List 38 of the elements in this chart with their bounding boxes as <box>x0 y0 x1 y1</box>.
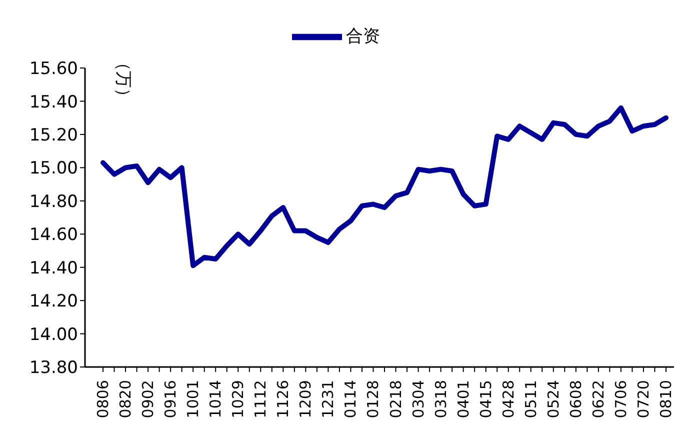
y-tick-label: 13.80 <box>29 358 78 378</box>
x-tick-label: 0720 <box>634 380 652 418</box>
y-tick-label: 15.40 <box>29 92 78 112</box>
legend-label: 合资 <box>346 26 380 47</box>
x-tick-label: 0806 <box>94 380 112 418</box>
x-tick-label: 1112 <box>252 380 270 418</box>
x-tick-label: 1029 <box>229 380 248 418</box>
x-tick-label: 1209 <box>296 380 315 418</box>
y-tick-label: 15.20 <box>29 125 78 146</box>
y-tick-label: 15.60 <box>29 59 78 80</box>
x-tick-label: 1014 <box>206 380 225 418</box>
x-tick-label: 0524 <box>544 380 562 418</box>
x-tick-label: 1001 <box>184 380 202 418</box>
x-tick-label: 0304 <box>409 380 428 418</box>
y-tick-label: 14.40 <box>29 258 78 278</box>
x-tick-label: 0916 <box>162 380 180 418</box>
x-tick-label: 0428 <box>499 380 518 418</box>
x-tick-label: 0820 <box>116 380 135 418</box>
x-tick-label: 0114 <box>342 380 360 418</box>
y-tick-label: 14.20 <box>29 292 78 312</box>
y-tick-label: 14.00 <box>29 324 78 345</box>
x-tick-label: 0318 <box>432 380 450 418</box>
x-tick-label: 0128 <box>364 380 382 418</box>
x-tick-label: 0902 <box>139 380 158 418</box>
y-axis-title: （万） <box>112 54 134 105</box>
x-tick-label: 0810 <box>657 380 675 418</box>
x-tick-label: 0706 <box>612 380 630 418</box>
x-tick-label: 1126 <box>274 380 292 418</box>
x-tick-label: 0218 <box>386 380 405 418</box>
y-tick-label: 14.60 <box>29 225 78 246</box>
x-tick-label: 0608 <box>566 380 585 418</box>
x-tick-label: 0622 <box>589 380 608 418</box>
y-tick-label: 14.80 <box>29 192 78 212</box>
x-tick-label: 1231 <box>319 380 338 418</box>
x-tick-label: 0415 <box>476 380 495 418</box>
x-tick-label: 0511 <box>522 380 540 418</box>
y-tick-label: 15.00 <box>29 158 78 179</box>
x-tick-label: 0401 <box>454 380 472 418</box>
